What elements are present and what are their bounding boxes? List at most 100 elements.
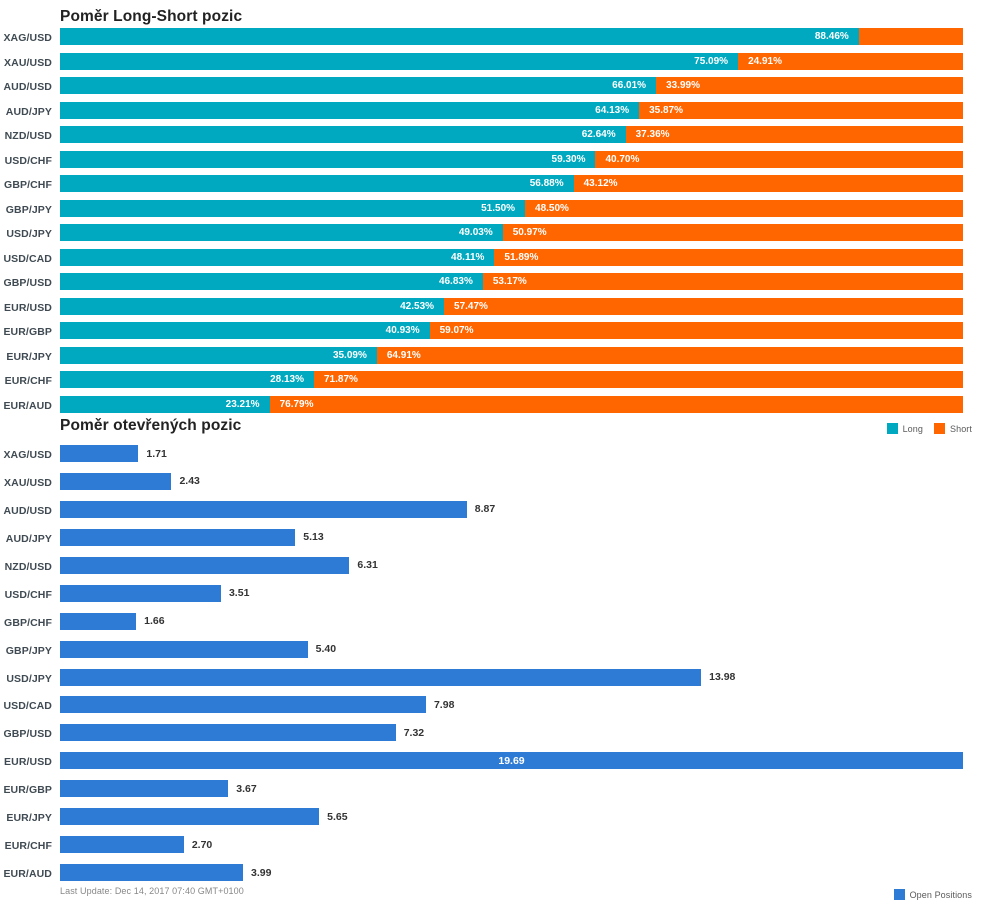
long-value-label: 48.11% xyxy=(451,251,485,263)
legend-label: Short xyxy=(949,423,972,434)
short-bar-segment[interactable]: 48.50% xyxy=(525,199,963,217)
long-bar-segment[interactable]: 28.13% xyxy=(60,371,314,388)
open-positions-bar[interactable] xyxy=(60,445,139,462)
short-bar-segment[interactable]: 53.17% xyxy=(482,273,963,290)
open-positions-row[interactable]: GBP/JPY 5.40 xyxy=(0,639,986,667)
short-bar-segment[interactable]: 24.91% xyxy=(738,52,963,70)
long-short-row[interactable]: EUR/GBP 40.93% 59.07% xyxy=(0,322,986,347)
bar-track: 7.98 xyxy=(60,696,963,714)
long-bar-segment[interactable]: 62.64% xyxy=(60,126,626,143)
short-bar-segment[interactable]: 43.12% xyxy=(573,175,963,192)
open-positions-bar[interactable] xyxy=(60,668,702,686)
open-positions-value-label: 3.51 xyxy=(228,587,250,600)
long-short-row[interactable]: EUR/USD 42.53% 57.47% xyxy=(0,297,986,323)
long-short-row[interactable]: GBP/JPY 51.50% 48.50% xyxy=(0,199,986,225)
long-bar-segment[interactable]: 66.01% xyxy=(60,77,657,94)
category-label: GBP/CHF xyxy=(4,616,52,629)
long-value-label: 56.88% xyxy=(529,178,564,189)
long-short-row[interactable]: XAU/USD 75.09% 24.91% xyxy=(0,52,986,78)
short-bar-segment[interactable]: 50.97% xyxy=(502,224,963,241)
short-bar-segment[interactable]: 57.47% xyxy=(444,297,963,315)
long-bar-segment[interactable]: 23.21% xyxy=(60,395,270,413)
open-positions-row[interactable]: GBP/USD 7.32 xyxy=(0,722,986,750)
long-short-row[interactable]: EUR/CHF 28.13% 71.87% xyxy=(0,371,986,396)
open-positions-bar[interactable] xyxy=(60,556,350,574)
long-bar-segment[interactable]: 64.13% xyxy=(60,101,640,119)
long-value-label: 64.13% xyxy=(595,104,630,116)
legend-item[interactable]: Open Positions xyxy=(893,889,972,900)
open-positions-bar[interactable] xyxy=(60,584,221,602)
long-short-row[interactable]: EUR/AUD 23.21% 76.79% xyxy=(0,395,986,421)
open-positions-row[interactable]: NZD/USD 6.31 xyxy=(0,555,986,583)
long-bar-segment[interactable]: 48.11% xyxy=(60,248,495,266)
short-bar-segment[interactable] xyxy=(858,28,963,45)
open-positions-row[interactable]: USD/CHF 3.51 xyxy=(0,583,986,611)
long-bar-segment[interactable]: 51.50% xyxy=(60,199,526,217)
category-label: USD/CHF xyxy=(4,154,52,167)
open-positions-bar[interactable] xyxy=(60,864,243,882)
long-short-row[interactable]: AUD/USD 66.01% 33.99% xyxy=(0,77,986,102)
open-positions-bar[interactable] xyxy=(60,528,296,546)
open-positions-bar[interactable] xyxy=(60,836,184,854)
open-positions-row[interactable]: XAU/USD 2.43 xyxy=(0,471,986,499)
open-positions-row[interactable]: GBP/CHF 1.66 xyxy=(0,611,986,639)
open-positions-bar[interactable] xyxy=(60,696,426,714)
long-bar-segment[interactable]: 46.83% xyxy=(60,273,483,290)
open-positions-row[interactable]: EUR/AUD 3.99 xyxy=(0,862,986,890)
long-bar-segment[interactable]: 49.03% xyxy=(60,224,503,241)
open-positions-row[interactable]: EUR/GBP 3.67 xyxy=(0,778,986,806)
open-positions-value-label: 1.71 xyxy=(146,447,167,460)
long-short-row[interactable]: USD/CAD 48.11% 51.89% xyxy=(0,248,986,274)
open-positions-row[interactable]: EUR/USD 19.69 xyxy=(0,750,986,778)
legend-item[interactable]: Short xyxy=(933,423,972,434)
open-positions-bar[interactable]: 19.69 xyxy=(60,752,963,770)
open-positions-bar[interactable] xyxy=(60,780,229,798)
long-short-row[interactable]: NZD/USD 62.64% 37.36% xyxy=(0,126,986,151)
long-short-row[interactable]: GBP/USD 46.83% 53.17% xyxy=(0,273,986,298)
long-short-row[interactable]: EUR/JPY 35.09% 64.91% xyxy=(0,346,986,372)
category-label: EUR/GBP xyxy=(3,326,52,338)
legend-item[interactable]: Long xyxy=(886,423,923,434)
short-bar-segment[interactable]: 51.89% xyxy=(494,248,963,266)
category-label: USD/CHF xyxy=(4,588,52,601)
open-positions-row[interactable]: AUD/JPY 5.13 xyxy=(0,527,986,555)
short-bar-segment[interactable]: 35.87% xyxy=(639,101,963,119)
long-value-label: 23.21% xyxy=(225,398,260,410)
open-positions-row[interactable]: EUR/JPY 5.65 xyxy=(0,806,986,834)
short-value-label: 43.12% xyxy=(583,178,618,189)
open-positions-bar[interactable] xyxy=(60,724,396,742)
long-short-row[interactable]: AUD/JPY 64.13% 35.87% xyxy=(0,101,986,127)
short-bar-segment[interactable]: 40.70% xyxy=(595,150,963,168)
open-positions-row[interactable]: AUD/USD 8.87 xyxy=(0,499,986,527)
bar-track: 1.71 xyxy=(60,445,963,462)
short-bar-segment[interactable]: 33.99% xyxy=(656,77,963,94)
short-bar-segment[interactable]: 71.87% xyxy=(314,371,963,388)
long-short-row[interactable]: GBP/CHF 56.88% 43.12% xyxy=(0,175,986,200)
open-positions-value-label: 3.67 xyxy=(236,782,257,795)
open-positions-row[interactable]: USD/JPY 13.98 xyxy=(0,667,986,695)
long-bar-segment[interactable]: 56.88% xyxy=(60,175,574,192)
long-short-rows: XAG/USD 88.46% XAU/USD 75.09% 24.91% AUD/USD 6… xyxy=(0,28,986,420)
open-positions-bar[interactable] xyxy=(60,640,308,658)
long-bar-segment[interactable]: 42.53% xyxy=(60,297,445,315)
long-bar-segment[interactable]: 88.46% xyxy=(60,28,859,45)
long-bar-segment[interactable]: 35.09% xyxy=(60,346,377,364)
open-positions-row[interactable]: XAG/USD 1.71 xyxy=(0,443,986,471)
open-positions-bar[interactable] xyxy=(60,612,137,630)
long-bar-segment[interactable]: 59.30% xyxy=(60,150,596,168)
short-bar-segment[interactable]: 37.36% xyxy=(625,126,963,143)
long-short-row[interactable]: USD/CHF 59.30% 40.70% xyxy=(0,150,986,176)
short-bar-segment[interactable]: 76.79% xyxy=(269,395,963,413)
long-bar-segment[interactable]: 75.09% xyxy=(60,52,739,70)
bar-track: 62.64% 37.36% xyxy=(60,126,963,143)
short-bar-segment[interactable]: 64.91% xyxy=(376,346,963,364)
open-positions-bar[interactable] xyxy=(60,472,172,490)
open-positions-bar[interactable] xyxy=(60,500,467,518)
long-short-row[interactable]: XAG/USD 88.46% xyxy=(0,28,986,53)
open-positions-bar[interactable] xyxy=(60,808,320,826)
long-short-row[interactable]: USD/JPY 49.03% 50.97% xyxy=(0,224,986,249)
open-positions-row[interactable]: USD/CAD 7.98 xyxy=(0,694,986,722)
long-bar-segment[interactable]: 40.93% xyxy=(60,322,430,339)
open-positions-row[interactable]: EUR/CHF 2.70 xyxy=(0,834,986,862)
short-bar-segment[interactable]: 59.07% xyxy=(429,322,963,339)
